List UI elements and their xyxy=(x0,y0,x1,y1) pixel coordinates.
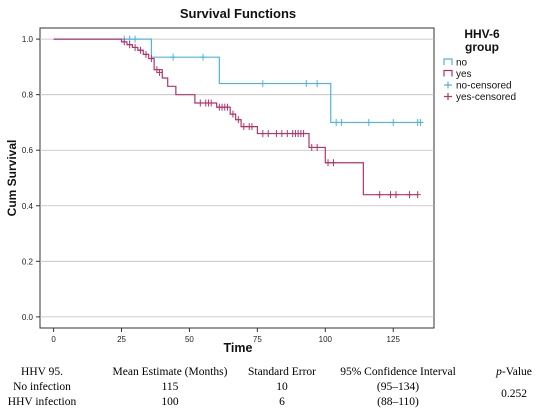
censored-mark-yes xyxy=(300,130,307,138)
censored-mark-yes xyxy=(387,191,394,199)
censored-mark-yes xyxy=(121,38,128,46)
censored-mark-no xyxy=(200,53,207,61)
censored-mark-no xyxy=(303,80,310,88)
censored-mark-yes xyxy=(229,110,236,118)
legend-label: yes xyxy=(456,69,472,80)
x-tick-label: 75 xyxy=(253,335,262,344)
series-line-no xyxy=(53,38,424,124)
header-mean: Mean Estimate (Months) xyxy=(112,366,228,378)
censored-mark-no xyxy=(132,35,139,43)
x-axis-ticks: 0 25 50 75 100 125 xyxy=(51,328,400,344)
censored-mark-yes xyxy=(156,68,163,76)
y-tick-label: 0.6 xyxy=(22,146,34,155)
legend-entry-no-censored: no-censored xyxy=(444,81,512,92)
censored-mark-yes xyxy=(208,99,215,107)
censored-mark-yes xyxy=(284,130,291,138)
censored-mark-no xyxy=(170,53,177,61)
y-tick-label: 0.0 xyxy=(22,313,34,322)
x-tick-label: 50 xyxy=(185,335,194,344)
y-tick-label: 0.8 xyxy=(22,91,34,100)
grid-lines xyxy=(40,38,434,318)
plot-area xyxy=(39,27,435,329)
censored-mark-no xyxy=(365,118,372,126)
censored-mark-yes xyxy=(406,191,413,199)
x-axis-label: Time xyxy=(224,341,253,355)
legend-label: no xyxy=(456,58,468,69)
censored-mark-yes xyxy=(273,130,280,138)
censored-mark-no xyxy=(314,80,321,88)
censored-mark-yes xyxy=(240,123,247,131)
censored-mark-yes xyxy=(392,191,399,199)
censored-mark-no xyxy=(390,118,397,126)
row1-group: No infection xyxy=(13,381,71,393)
censored-mark-yes xyxy=(308,143,315,151)
row1-se: 10 xyxy=(276,381,288,393)
censored-mark-yes xyxy=(126,41,133,49)
x-tick-label: 25 xyxy=(117,335,126,344)
row1-mean: 115 xyxy=(161,381,179,393)
legend-entry-no: no xyxy=(443,58,468,69)
censored-mark-yes xyxy=(137,46,144,54)
x-tick-label: 0 xyxy=(51,335,56,344)
series-layer xyxy=(53,35,424,199)
legend-entry-yes-censored: yes-censored xyxy=(444,92,516,103)
censored-mark-yes xyxy=(265,130,272,138)
legend-label: yes-censored xyxy=(456,92,516,103)
legend-title-line2: group xyxy=(465,40,499,54)
censored-mark-yes xyxy=(314,143,321,151)
legend-label: no-censored xyxy=(456,81,512,92)
censored-mark-yes xyxy=(325,159,332,167)
censored-mark-yes xyxy=(142,50,149,58)
y-tick-label: 0.2 xyxy=(22,257,34,266)
y-tick-label: 0.4 xyxy=(22,202,34,211)
censored-mark-yes xyxy=(259,130,266,138)
survival-chart: Survival Functions 0.0 0.2 0.4 0.6 0.8 1.0 0 2… xyxy=(5,6,517,355)
legend-entry-yes: yes xyxy=(443,69,472,80)
header-p-rest: -Value xyxy=(501,366,532,378)
row2-ci: (88–110) xyxy=(377,396,419,408)
p-value: 0.252 xyxy=(501,388,527,400)
header-p-italic: p xyxy=(496,366,502,378)
legend-swatch xyxy=(443,58,453,65)
header-p-value: p-Value xyxy=(496,366,532,378)
y-axis-ticks: 0.0 0.2 0.4 0.6 0.8 1.0 xyxy=(22,35,40,322)
censored-mark-yes xyxy=(235,116,242,124)
header-group: HHV 95. xyxy=(21,366,63,378)
censored-mark-yes xyxy=(248,123,255,131)
row2-mean: 100 xyxy=(161,396,179,408)
censored-mark-no xyxy=(417,118,424,126)
row2-se: 6 xyxy=(279,396,285,408)
censored-mark-yes xyxy=(132,43,139,51)
chart-title: Survival Functions xyxy=(180,6,296,21)
y-axis-label: Cum Survival xyxy=(5,140,19,217)
censored-mark-yes xyxy=(197,99,204,107)
x-tick-label: 100 xyxy=(319,335,333,344)
header-ci: 95% Confidence Interval xyxy=(340,366,456,378)
censored-mark-yes xyxy=(278,130,285,138)
censored-mark-yes xyxy=(148,55,155,63)
censored-mark-yes xyxy=(224,103,231,111)
results-table: HHV 95. Mean Estimate (Months) Standard … xyxy=(0,366,550,412)
censored-mark-yes xyxy=(330,159,337,167)
x-tick-label: 125 xyxy=(387,335,401,344)
y-tick-label: 1.0 xyxy=(22,35,34,44)
censored-mark-no xyxy=(259,80,266,88)
censored-mark-yes xyxy=(376,191,383,199)
censored-mark-no xyxy=(333,118,340,126)
censored-mark-yes xyxy=(414,191,421,199)
legend-title-line1: HHV-6 xyxy=(464,27,500,41)
legend-swatch xyxy=(443,69,453,77)
row1-ci: (95–134) xyxy=(376,381,420,393)
row2-group: HHV infection xyxy=(7,396,77,408)
header-se: Standard Error xyxy=(247,366,317,378)
censored-mark-no xyxy=(338,118,345,126)
